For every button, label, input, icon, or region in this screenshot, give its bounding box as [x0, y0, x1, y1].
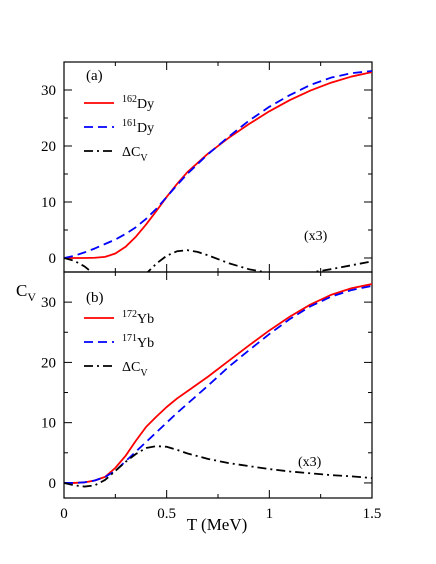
y-axis-label: CV [16, 281, 36, 304]
panel-b-xtick-label: 0 [60, 506, 68, 522]
panel-b-legend-entry: 171Yb [122, 333, 154, 351]
panel-b-ytick-label: 0 [49, 476, 57, 492]
panel-b-ytick-label: 20 [41, 355, 56, 371]
panel-b-label: (b) [86, 290, 104, 306]
panel-a-legend-entry: 162Dy [122, 94, 154, 112]
panel-b-xtick-label: 1.5 [363, 506, 382, 522]
panel-b-legend-entry: ΔCV [122, 360, 148, 379]
panel-b-annotation: (x3) [298, 455, 322, 470]
y-axis-label-subscript: V [27, 290, 36, 304]
panel-b-ytick-label: 30 [41, 295, 56, 311]
panel-a-ytick-label: 10 [41, 195, 56, 211]
panel-b-legend-entry: 172Yb [122, 309, 154, 327]
panel-a: 0 10 20 30 (a) (x3) 162Dy 161Dy ΔCV [41, 61, 373, 273]
panel-b-xtick-label: 1 [266, 506, 274, 522]
panel-b-xtick-label: 0.5 [157, 506, 176, 522]
panel-b-series-line-2 [64, 445, 372, 488]
panel-a-ytick-label: 20 [41, 139, 56, 155]
panel-a-label: (a) [86, 68, 103, 84]
panel-a-annotation: (x3) [304, 229, 328, 244]
panel-b-legend: 172Yb 171Yb ΔCV [84, 309, 154, 379]
panel-a-series-line-1 [64, 70, 372, 259]
panel-b-series-line-1 [64, 284, 372, 484]
panel-a-ytick-label: 30 [41, 83, 56, 99]
panel-b: 0 10 20 30 0 0.5 1 1.5 (b) (x3) 172Yb 171Yb ΔCV [41, 271, 382, 522]
x-axis-label: T (MeV) [187, 515, 248, 534]
panel-a-legend-entry: ΔCV [122, 145, 148, 164]
panel-a-ytick-label: 0 [49, 251, 57, 267]
panel-b-ytick-label: 10 [41, 416, 56, 432]
panel-a-legend-entry: 161Dy [122, 118, 154, 136]
panel-a-legend: 162Dy 161Dy ΔCV [84, 94, 154, 164]
